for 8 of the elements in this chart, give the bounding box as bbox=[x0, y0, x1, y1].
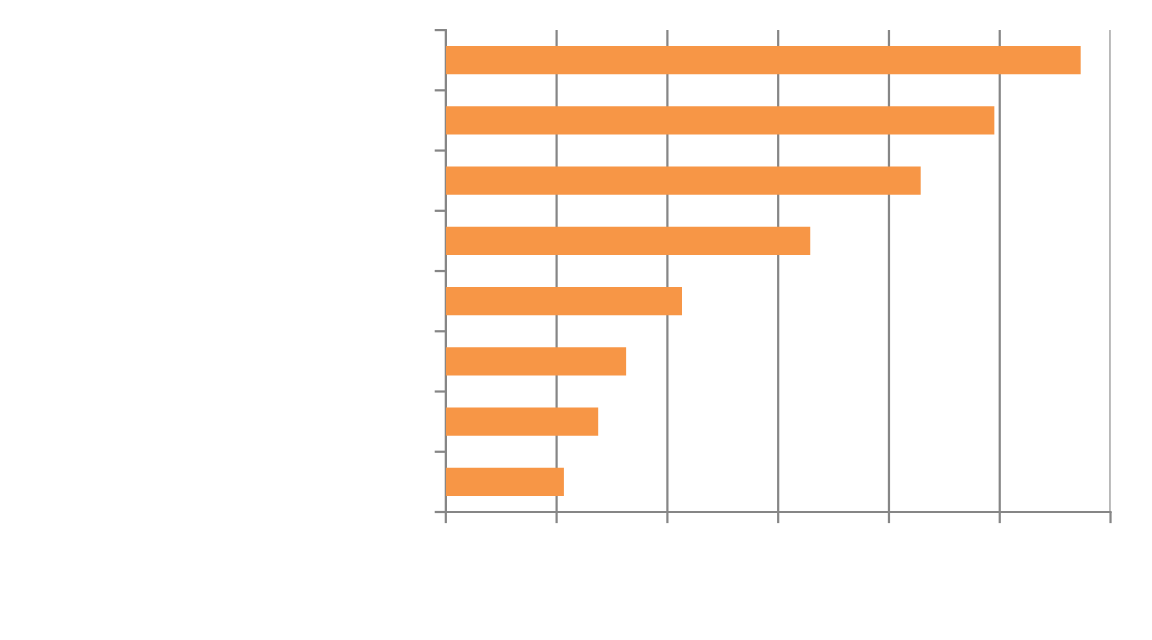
bar bbox=[445, 347, 627, 376]
bar bbox=[445, 287, 682, 316]
bar bbox=[445, 467, 564, 497]
bar bbox=[445, 407, 599, 436]
bar bbox=[445, 106, 995, 135]
bar bbox=[445, 166, 921, 195]
bar bbox=[445, 226, 811, 256]
bar bbox=[445, 46, 1081, 75]
